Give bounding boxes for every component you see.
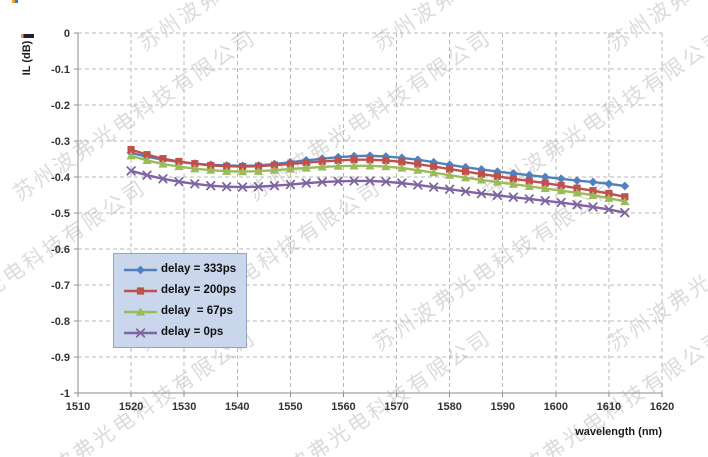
y-axis-title: IL (dB) xyxy=(21,40,33,76)
legend-marker-diamond-icon xyxy=(123,263,159,275)
series-line xyxy=(129,154,627,203)
x-tick-label: 1620 xyxy=(650,401,674,413)
y-tick-label: -0.6 xyxy=(51,244,70,256)
y-tick-label: 0 xyxy=(64,28,70,40)
y-tick-label: -1 xyxy=(60,388,70,400)
x-tick-label: 1560 xyxy=(331,401,355,413)
x-tick-label: 1580 xyxy=(437,401,461,413)
x-tick-label: 1570 xyxy=(384,401,408,413)
series-delay=200ps xyxy=(127,146,629,201)
x-tick-label: 1600 xyxy=(544,401,568,413)
y-tick-label: -0.9 xyxy=(51,352,70,364)
legend-item: delay = 67ps xyxy=(123,302,244,320)
x-tick-label: 1550 xyxy=(278,401,302,413)
x-tick-label: 1520 xyxy=(119,401,143,413)
y-tick-label: -0.3 xyxy=(51,136,70,148)
y-tick-label: -0.2 xyxy=(51,100,70,112)
legend-label: delay = 67ps xyxy=(161,304,233,317)
legend-label: delay = 0ps xyxy=(161,325,224,338)
legend: delay = 333ps delay = 200ps delay = 67ps… xyxy=(113,253,247,348)
series-delay=67ps xyxy=(126,151,630,206)
legend-item: delay = 333ps xyxy=(123,260,244,278)
x-tick-label: 1510 xyxy=(66,401,90,413)
legend-marker-square-icon xyxy=(123,284,159,296)
y-tick-label: -0.7 xyxy=(51,280,70,292)
legend-marker-triangle-icon xyxy=(123,305,159,317)
y-tick-label: -0.5 xyxy=(51,208,70,220)
x-axis-title: wavelength (nm) xyxy=(575,426,662,438)
legend-label: delay = 200ps xyxy=(161,284,237,297)
x-tick-label: 1590 xyxy=(490,401,514,413)
y-tick-label: -0.1 xyxy=(51,64,70,76)
x-tick-label: 1530 xyxy=(172,401,196,413)
series-line xyxy=(129,169,627,214)
legend-label: delay = 333ps xyxy=(161,263,237,276)
x-tick-label: 1540 xyxy=(225,401,249,413)
y-tick-label: -0.8 xyxy=(51,316,70,328)
legend-item: delay = 0ps xyxy=(123,323,244,341)
series-delay=0ps xyxy=(126,166,630,218)
legend-marker-x-icon xyxy=(123,326,159,338)
legend-item: delay = 200ps xyxy=(123,281,244,299)
x-tick-label: 1610 xyxy=(597,401,621,413)
y-tick-label: -0.4 xyxy=(51,172,71,184)
